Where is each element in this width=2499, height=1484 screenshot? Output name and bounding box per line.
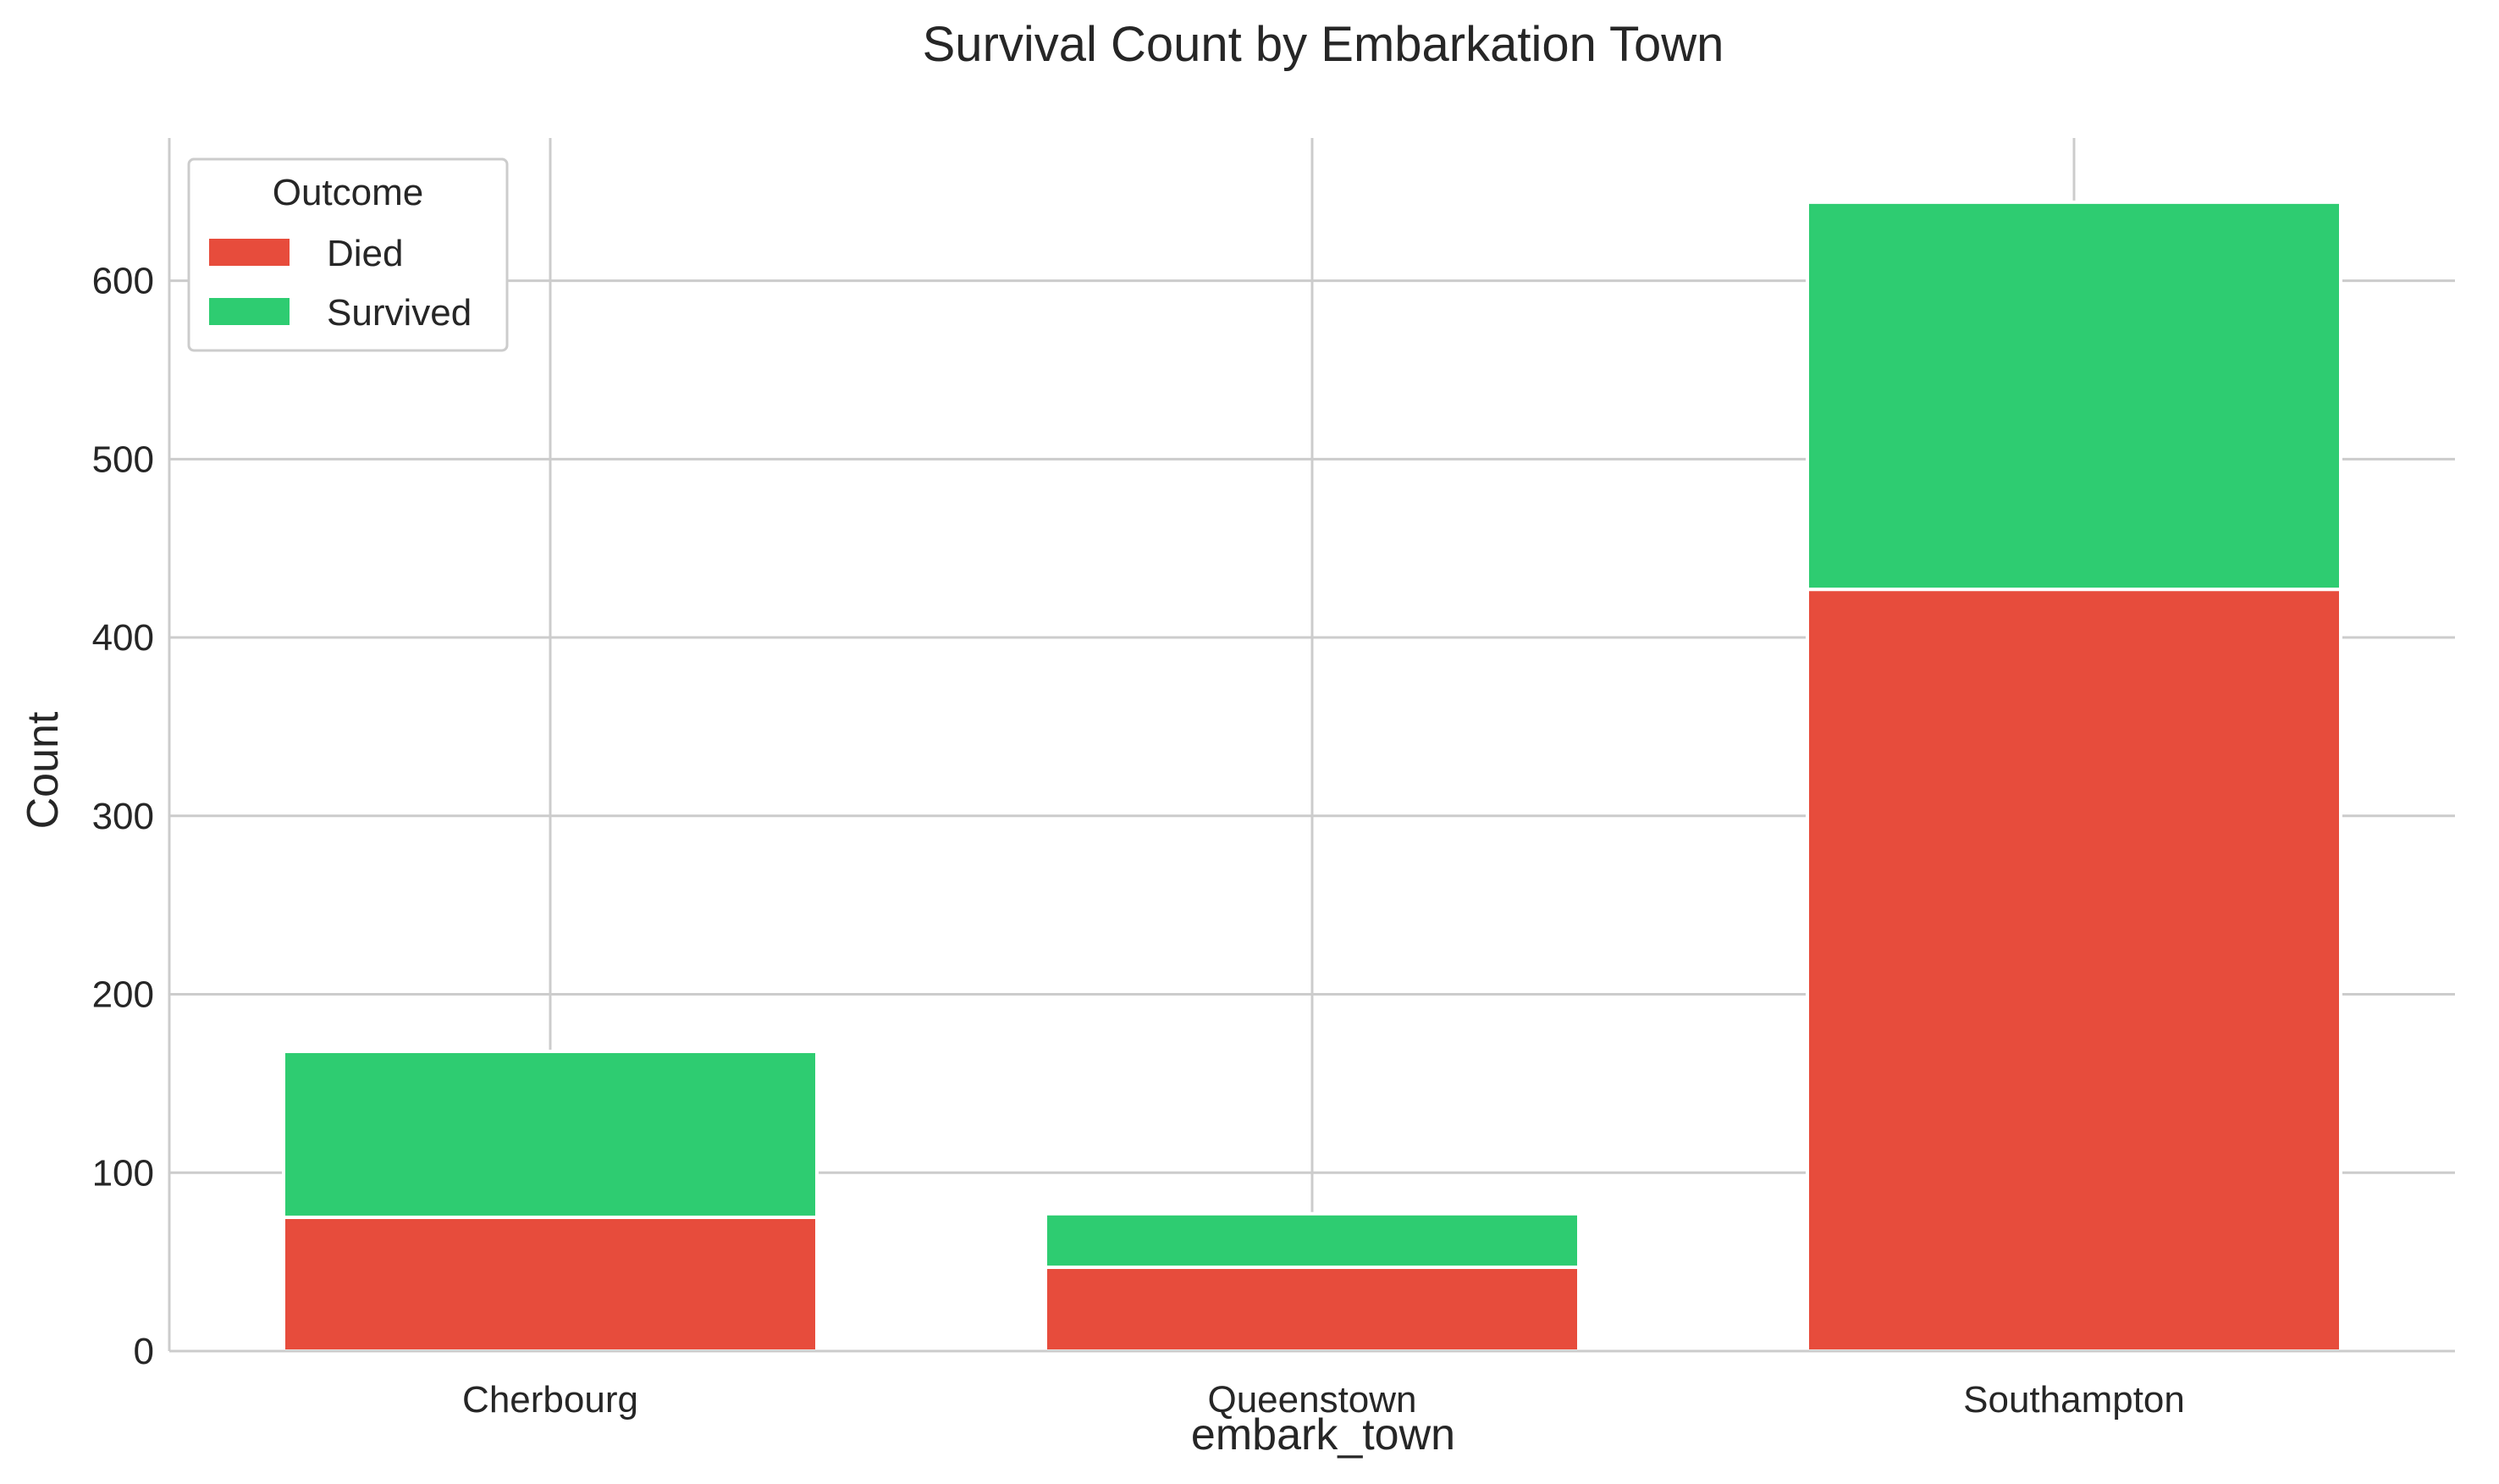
bar-queenstown-died — [1044, 1265, 1580, 1354]
legend-label-survived: Survived — [327, 292, 472, 334]
x-axis-label: embark_town — [1191, 1410, 1455, 1459]
ticks-layer: 0 100 200 300 400 500 600 Cherbourg Queenstown So… — [92, 261, 2185, 1421]
y-tick-label-200: 200 — [92, 974, 154, 1016]
legend-label-died: Died — [327, 233, 404, 274]
y-tick-label-400: 400 — [92, 617, 154, 659]
x-tick-label-queenstown: Queenstown — [1207, 1379, 1416, 1421]
y-tick-label-300: 300 — [92, 796, 154, 837]
legend-swatch-died — [209, 239, 290, 266]
y-tick-label-500: 500 — [92, 439, 154, 480]
x-tick-label-southampton: Southampton — [1963, 1379, 2185, 1421]
y-tick-label-600: 600 — [92, 261, 154, 302]
bar-southampton-survived — [1806, 200, 2342, 592]
x-tick-label-cherbourg: Cherbourg — [462, 1379, 638, 1421]
bar-cherbourg-died — [282, 1215, 819, 1353]
axes-layer — [168, 138, 2455, 1353]
bar-cherbourg-survived — [282, 1049, 819, 1219]
legend-swatch-survived — [209, 298, 290, 325]
bar-queenstown-survived — [1044, 1211, 1580, 1269]
y-tick-label-0: 0 — [134, 1331, 154, 1372]
legend: Outcome Died Survived — [187, 157, 509, 352]
legend-title: Outcome — [273, 172, 424, 213]
bar-southampton-died — [1806, 588, 2342, 1353]
chart-title: Survival Count by Embarkation Town — [923, 17, 1724, 72]
y-axis-label: Count — [19, 711, 68, 829]
bars-layer — [282, 200, 2342, 1354]
y-tick-label-100: 100 — [92, 1152, 154, 1194]
